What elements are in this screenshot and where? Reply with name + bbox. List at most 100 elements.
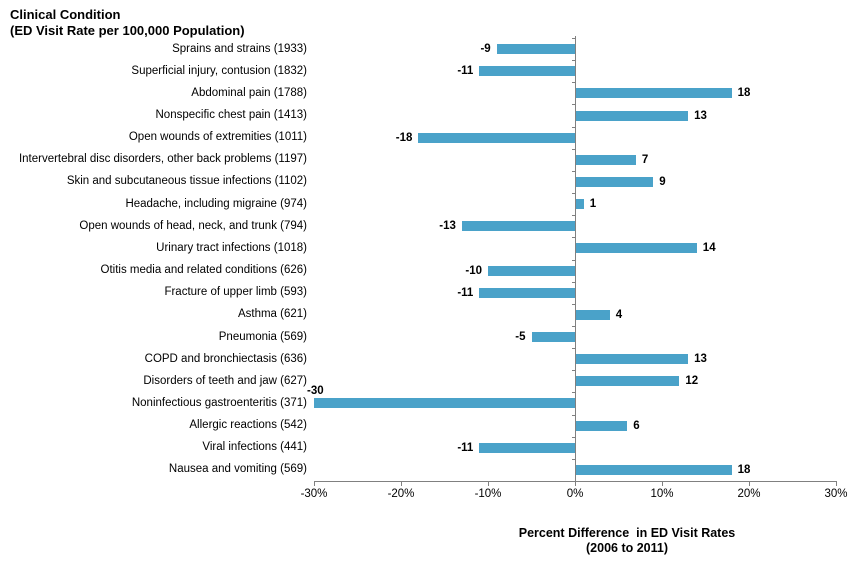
bar	[575, 110, 689, 121]
x-tick-label: -30%	[300, 488, 328, 500]
bar-value-label: 13	[694, 353, 707, 366]
category-axis-tick	[572, 281, 575, 283]
chart-title: Clinical Condition (ED Visit Rate per 10…	[10, 7, 245, 39]
x-tick-label: 30%	[824, 488, 848, 500]
x-axis-line	[314, 481, 837, 482]
bar	[496, 44, 575, 55]
x-tick-label: -10%	[474, 488, 502, 500]
category-label: Viral infections (441)	[202, 441, 307, 454]
category-label: Open wounds of extremities (1011)	[128, 131, 307, 144]
x-axis-tick	[662, 482, 663, 486]
x-axis-tick	[836, 482, 837, 486]
zero-axis-line	[575, 36, 576, 482]
bar	[575, 464, 732, 475]
category-axis-tick	[572, 259, 575, 261]
category-label: Noninfectious gastroenteritis (371)	[131, 396, 307, 409]
bar-value-label: 14	[702, 242, 716, 255]
category-label: Urinary tract infections (1018)	[156, 241, 307, 254]
category-axis-tick	[572, 193, 575, 195]
category-label: Pneumonia (569)	[218, 330, 307, 343]
bar	[575, 88, 732, 99]
category-label: Intervertebral disc disorders, other bac…	[18, 153, 307, 166]
bar	[461, 221, 575, 232]
bar-value-label: -30	[307, 385, 324, 398]
bar-value-label: 9	[659, 175, 666, 188]
bar	[575, 199, 584, 210]
category-label: Allergic reactions (542)	[189, 419, 307, 432]
x-axis-title: Percent Difference in ED Visit Rates (20…	[427, 526, 827, 556]
bar-value-label: -13	[439, 220, 456, 233]
bar	[531, 332, 575, 343]
bar-value-label: -10	[465, 264, 482, 277]
bar-value-label: -9	[480, 43, 491, 56]
category-axis-tick	[572, 348, 575, 350]
bar-value-label: 6	[633, 419, 640, 432]
category-axis-tick	[572, 237, 575, 239]
x-tick-label: -20%	[387, 488, 415, 500]
category-axis-tick	[572, 82, 575, 84]
category-axis-tick	[572, 38, 575, 39]
category-axis-tick	[572, 170, 575, 172]
category-axis-tick	[572, 303, 575, 305]
category-label: Nausea and vomiting (569)	[168, 463, 307, 476]
category-label: Open wounds of head, neck, and trunk (79…	[79, 219, 307, 232]
x-tick-label: 10%	[650, 488, 674, 500]
chart-title-line1: Clinical Condition	[10, 7, 121, 22]
bar-value-label: 4	[615, 308, 623, 321]
bar-value-label: 7	[641, 153, 649, 166]
x-axis-title-line1: Percent Difference in ED Visit Rates	[518, 526, 736, 540]
category-axis-tick	[572, 370, 575, 372]
bar	[479, 442, 575, 453]
x-tick-label: 0%	[566, 488, 584, 500]
bar-value-label: -11	[457, 441, 474, 454]
bar	[479, 287, 575, 298]
category-label: Fracture of upper limb (593)	[164, 286, 307, 299]
category-axis-tick	[572, 436, 575, 438]
plot-area: -9 -11 18 13 -18 7 9 1 -13 14 -10 -11 4 -5 13 12 -30 6 -11…	[301, 36, 848, 500]
category-axis-tick	[572, 215, 575, 217]
x-axis-tick	[749, 482, 750, 486]
x-axis-tick	[314, 482, 315, 486]
chart-title-line2: (ED Visit Rate per 100,000 Population)	[10, 23, 245, 38]
x-axis-tick	[488, 482, 489, 486]
category-label: Nonspecific chest pain (1413)	[155, 109, 308, 122]
category-label: Disorders of teeth and jaw (627)	[143, 374, 307, 387]
bar	[488, 265, 575, 276]
x-axis-tick	[401, 482, 402, 486]
category-axis-tick	[572, 60, 575, 62]
bar	[479, 66, 575, 77]
category-label: Asthma (621)	[237, 308, 307, 321]
bar	[575, 154, 636, 165]
category-axis-tick	[572, 148, 575, 150]
x-axis-title-line2: (2006 to 2011)	[586, 541, 668, 555]
bar	[418, 132, 575, 143]
category-axis-tick	[572, 104, 575, 106]
bar-value-label: -5	[515, 331, 526, 344]
category-axis-tick	[572, 325, 575, 327]
category-label: COPD and bronchiectasis (636)	[144, 352, 307, 365]
bar-value-label: 1	[589, 198, 597, 211]
category-label: Skin and subcutaneous tissue infections …	[66, 175, 307, 188]
bar	[575, 176, 654, 187]
x-axis-tick	[575, 482, 576, 486]
category-axis-tick	[572, 414, 575, 416]
bar-value-label: 18	[737, 463, 751, 476]
bar	[575, 354, 689, 365]
bar	[575, 309, 610, 320]
category-label: Abdominal pain (1788)	[191, 86, 307, 99]
bar-value-label: -18	[395, 131, 413, 144]
bar-value-label: 12	[685, 375, 699, 388]
category-axis-tick	[572, 126, 575, 128]
bar-value-label: -11	[457, 286, 474, 299]
bar-value-label: -11	[457, 65, 474, 78]
category-label: Superficial injury, contusion (1832)	[131, 64, 307, 77]
bar	[575, 420, 628, 431]
bar-value-label: 18	[737, 87, 751, 100]
x-tick-label: 20%	[737, 488, 761, 500]
bar	[314, 398, 575, 409]
bar	[575, 243, 697, 254]
category-axis-tick	[572, 392, 575, 394]
category-axis-tick	[572, 458, 575, 460]
bar	[575, 376, 680, 387]
